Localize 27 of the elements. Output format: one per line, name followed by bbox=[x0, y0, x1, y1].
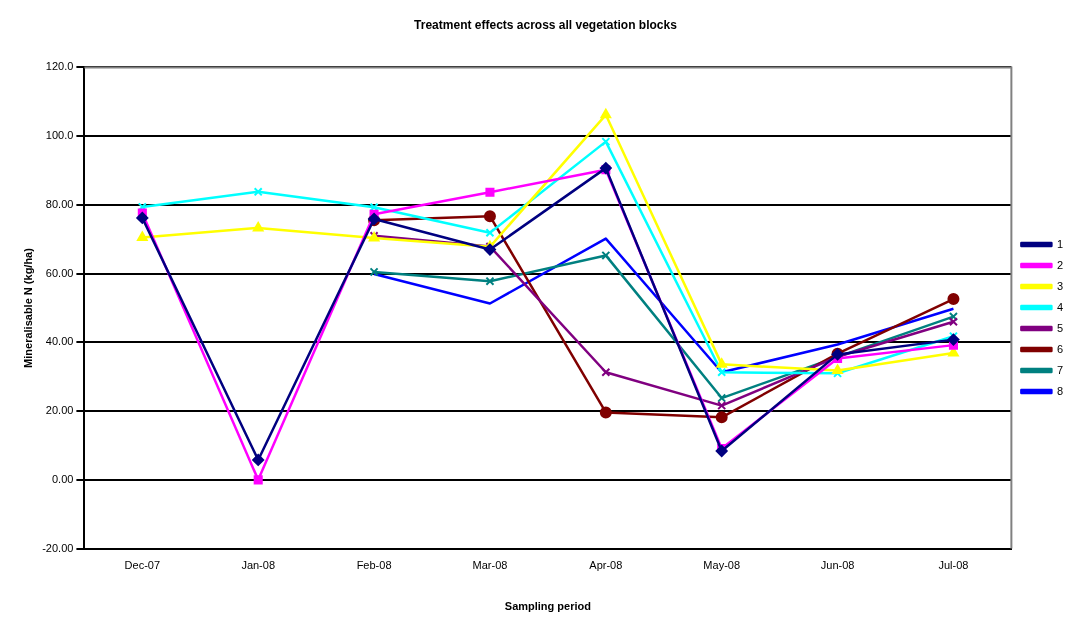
x-tick-label: May-08 bbox=[703, 559, 741, 572]
y-tick-label: 60.00 bbox=[45, 266, 74, 279]
legend-label: 6 bbox=[1056, 342, 1064, 355]
x-tick-label: Jun-08 bbox=[820, 559, 855, 572]
x-tick-label: Apr-08 bbox=[589, 559, 623, 572]
x-tick-label: Feb-08 bbox=[356, 559, 392, 572]
y-axis-title: Mineralisable N (kg/ha) bbox=[21, 247, 34, 368]
x-tick-label: Jan-08 bbox=[241, 559, 276, 572]
legend-label: 2 bbox=[1056, 258, 1064, 271]
legend-label: 1 bbox=[1056, 237, 1064, 250]
legend-label: 8 bbox=[1056, 384, 1064, 397]
y-tick-label: 120.0 bbox=[45, 60, 74, 73]
legend-label: 7 bbox=[1056, 363, 1064, 376]
y-tick-label: 80.00 bbox=[45, 197, 74, 210]
x-tick-label: Dec-07 bbox=[124, 559, 161, 572]
x-axis-title: Sampling period bbox=[504, 600, 591, 613]
y-tick-label: -20.00 bbox=[42, 541, 74, 554]
legend-label: 4 bbox=[1056, 300, 1064, 313]
x-tick-label: Jul-08 bbox=[938, 559, 969, 572]
legend-label: 3 bbox=[1056, 279, 1064, 292]
y-tick-label: 40.00 bbox=[45, 335, 74, 348]
chart-title: Treatment effects across all vegetation blocks bbox=[414, 17, 678, 32]
y-tick-label: 20.00 bbox=[45, 404, 74, 417]
y-tick-label: 0.00 bbox=[51, 472, 74, 485]
x-tick-label: Mar-08 bbox=[472, 559, 508, 572]
y-tick-label: 100.0 bbox=[45, 129, 74, 142]
legend-label: 5 bbox=[1056, 321, 1064, 334]
